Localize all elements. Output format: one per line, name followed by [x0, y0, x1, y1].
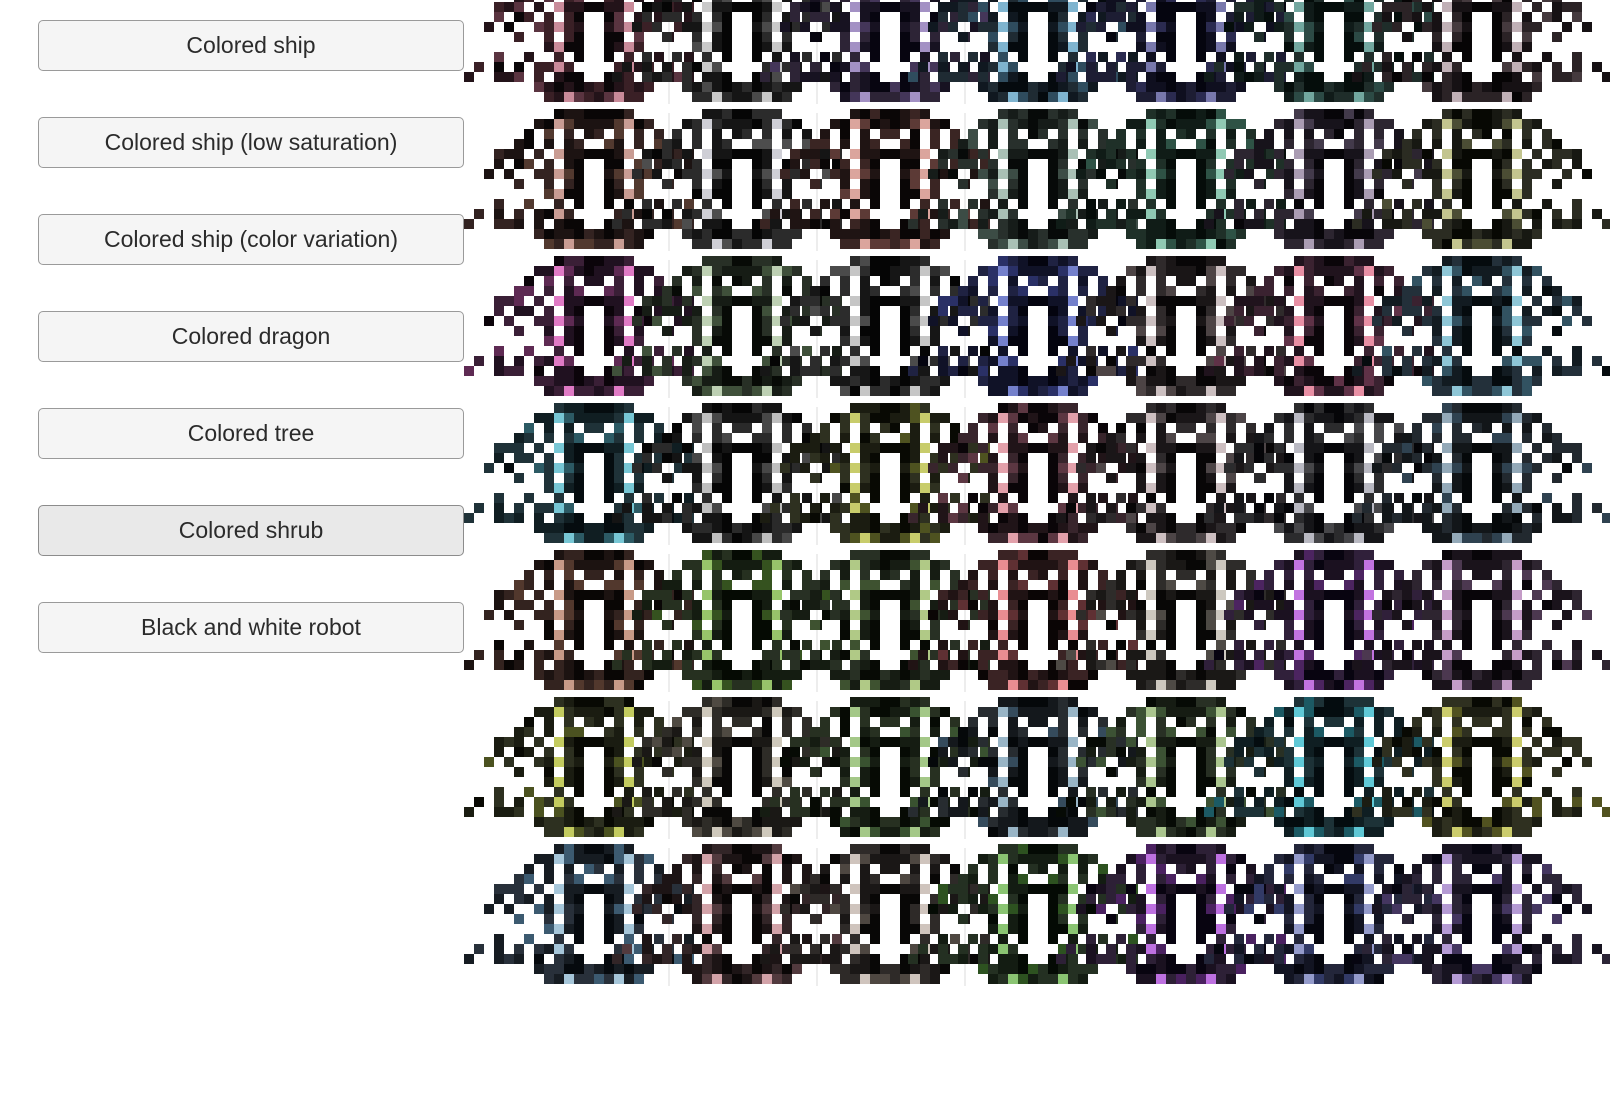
- sprite-r5c1: [464, 546, 724, 693]
- sprite-r5c1-pixels: [464, 550, 724, 690]
- sprite-r1c6-pixels: [1204, 0, 1464, 102]
- sprite-r4c7: [1352, 399, 1610, 546]
- sprite-r5c7-pixels: [1352, 550, 1610, 690]
- sprite-r7c7: [1352, 840, 1610, 987]
- sprite-r6c5-pixels: [1056, 697, 1316, 837]
- sprite-r7c3-pixels: [760, 844, 1020, 984]
- control-button-colored-tree[interactable]: Colored tree: [38, 408, 464, 459]
- sprite-r4c1-pixels: [464, 403, 724, 543]
- sprite-r6c1: [464, 693, 724, 840]
- sprite-r1c7-pixels: [1352, 0, 1610, 102]
- sprite-r7c7-pixels: [1352, 844, 1610, 984]
- sprite-r6c3: [760, 693, 1020, 840]
- sprite-r2c7: [1352, 105, 1610, 252]
- sprite-r7c3: [760, 840, 1020, 987]
- sprite-r6c3-pixels: [760, 697, 1020, 837]
- control-button-black-and-white-robot[interactable]: Black and white robot: [38, 602, 464, 653]
- sprite-row: [464, 840, 1610, 987]
- sprite-r3c7-pixels: [1352, 256, 1610, 396]
- sprite-r1c1-pixels: [464, 0, 724, 102]
- control-button-colored-ship[interactable]: Colored ship: [38, 20, 464, 71]
- sprite-r2c7-pixels: [1352, 109, 1610, 249]
- sprite-r1c1: [464, 0, 724, 105]
- sprite-r5c3-pixels: [760, 550, 1020, 690]
- control-button-colored-ship-color-variation[interactable]: Colored ship (color variation): [38, 214, 464, 265]
- sprite-row: [464, 693, 1610, 840]
- sprite-r6c7: [1352, 693, 1610, 840]
- sprite-r4c1: [464, 399, 724, 546]
- sprite-row: [464, 399, 1610, 546]
- sprite-row: [464, 0, 1610, 105]
- control-button-colored-dragon[interactable]: Colored dragon: [38, 311, 464, 362]
- sprite-r5c7: [1352, 546, 1610, 693]
- sprite-r1c4: [908, 0, 1168, 105]
- sprite-r1c7: [1352, 0, 1610, 105]
- control-button-colored-ship-low-saturation[interactable]: Colored ship (low saturation): [38, 117, 464, 168]
- sprite-r3c7: [1352, 252, 1610, 399]
- sprite-r6c7-pixels: [1352, 697, 1610, 837]
- sprite-gallery: [464, 0, 1610, 1100]
- sprite-row: [464, 546, 1610, 693]
- sprite-row: [464, 105, 1610, 252]
- sprite-r5c3: [760, 546, 1020, 693]
- sprite-r6c5: [1056, 693, 1316, 840]
- sprite-row: [464, 252, 1610, 399]
- sprite-r1c4-pixels: [908, 0, 1168, 102]
- sprite-r4c7-pixels: [1352, 403, 1610, 543]
- sprite-r1c6: [1204, 0, 1464, 105]
- sprite-r6c1-pixels: [464, 697, 724, 837]
- sprite-r4c5-pixels: [1056, 403, 1316, 543]
- control-button-colored-shrub[interactable]: Colored shrub: [38, 505, 464, 556]
- control-panel: Colored ship Colored ship (low saturation…: [38, 20, 464, 699]
- sprite-r4c5: [1056, 399, 1316, 546]
